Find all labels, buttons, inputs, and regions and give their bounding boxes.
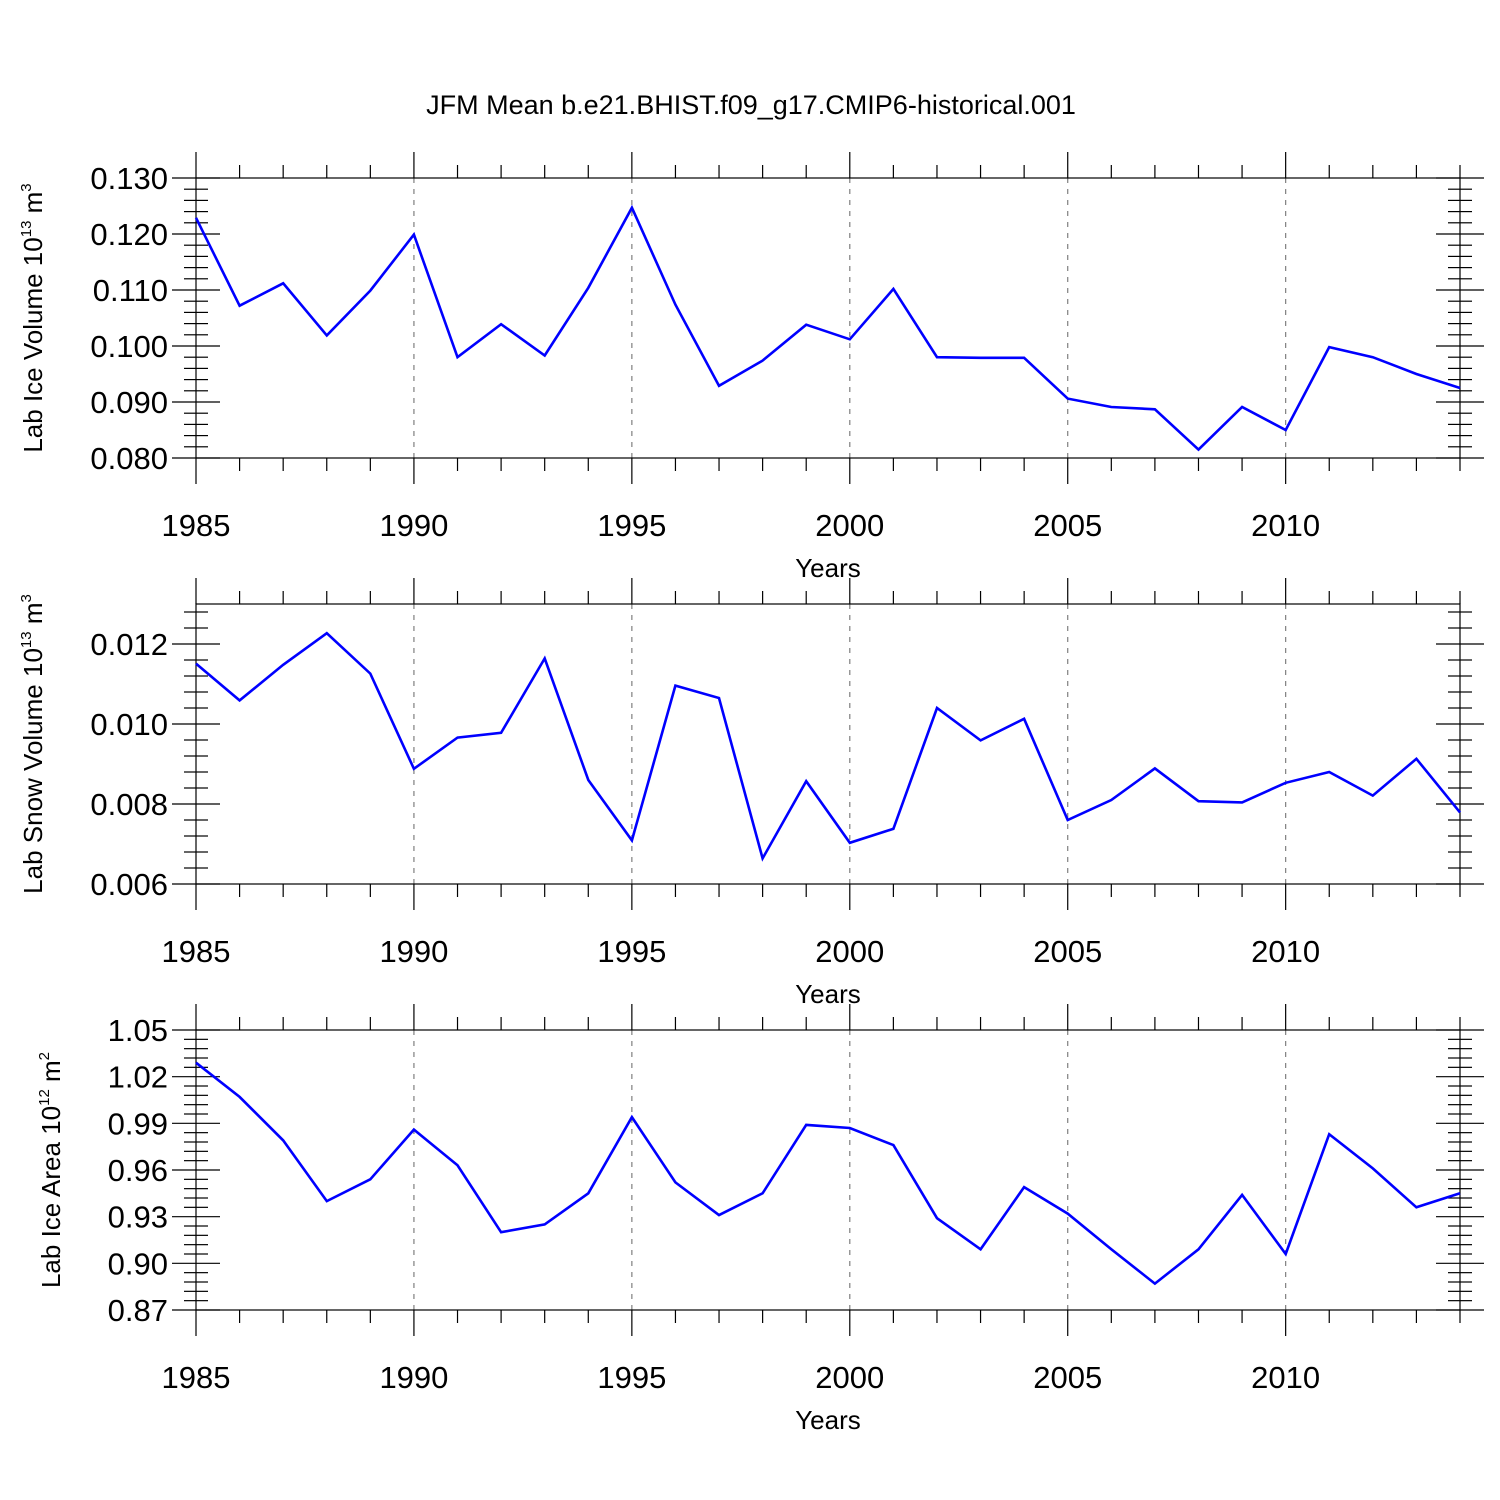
y-axis-title-unit: m <box>18 192 48 221</box>
y-axis-title-unit: m <box>18 603 48 632</box>
y-axis-title: Lab Ice Area 1012 m2 <box>36 1052 66 1288</box>
y-axis-title-exponent: 12 <box>36 1089 53 1106</box>
x-tick-label: 2000 <box>815 508 884 543</box>
y-tick-label: 0.87 <box>108 1293 168 1328</box>
y-axis-title-text: Lab Ice Volume 10 <box>18 237 48 452</box>
x-tick-label: 1990 <box>379 1360 448 1395</box>
y-axis-title-text: Lab Snow Volume 10 <box>18 648 48 894</box>
y-tick-label: 1.02 <box>108 1060 168 1095</box>
y-axis-title-unit-exponent: 3 <box>18 183 35 191</box>
y-tick-label: 0.012 <box>90 627 168 662</box>
x-axis-title: Years <box>795 553 861 583</box>
x-tick-label: 2005 <box>1033 1360 1102 1395</box>
x-tick-label: 1995 <box>597 934 666 969</box>
y-tick-label: 0.93 <box>108 1200 168 1235</box>
x-tick-label: 1985 <box>162 508 231 543</box>
y-tick-label: 0.96 <box>108 1153 168 1188</box>
y-axis-title: Lab Ice Volume 1013 m3 <box>18 183 48 452</box>
y-tick-label: 0.90 <box>108 1246 168 1281</box>
y-tick-label: 0.080 <box>90 441 168 476</box>
x-tick-label: 1990 <box>379 508 448 543</box>
y-axis-title: Lab Snow Volume 1013 m3 <box>18 594 48 894</box>
y-tick-label: 0.100 <box>90 329 168 364</box>
y-axis-title-unit-exponent: 2 <box>36 1052 53 1060</box>
x-tick-label: 1985 <box>162 1360 231 1395</box>
x-tick-label: 1985 <box>162 934 231 969</box>
x-tick-label: 2010 <box>1251 934 1320 969</box>
x-tick-label: 1995 <box>597 508 666 543</box>
x-tick-label: 2005 <box>1033 508 1102 543</box>
panel-lab-ice-volume: 0.080 0.090 0.100 0.110 0.120 0.130 1985 1990 19… <box>18 152 1484 583</box>
panel-lab-snow-volume: 0.006 0.008 0.010 0.012 1985 1990 1995 2000 2005… <box>18 578 1484 1009</box>
x-axis-title: Years <box>795 979 861 1009</box>
series-line <box>195 1061 1461 1286</box>
y-tick-label: 0.110 <box>93 273 168 308</box>
y-tick-label: 0.008 <box>90 787 168 822</box>
y-tick-label: 0.130 <box>90 161 168 196</box>
x-tick-label: 2000 <box>815 1360 884 1395</box>
y-tick-label: 1.05 <box>108 1013 168 1048</box>
y-tick-label: 0.99 <box>108 1106 168 1141</box>
y-axis-title-text: Lab Ice Area 10 <box>36 1106 66 1288</box>
x-tick-label: 2005 <box>1033 934 1102 969</box>
plot-frame <box>195 177 1461 459</box>
y-tick-label: 0.090 <box>90 385 168 420</box>
x-tick-label: 2010 <box>1251 508 1320 543</box>
x-tick-label: 1990 <box>379 934 448 969</box>
series-line <box>195 631 1462 862</box>
y-tick-label: 0.010 <box>90 707 168 742</box>
series-line <box>194 204 1461 452</box>
plot-frame <box>195 1029 1461 1311</box>
panel-lab-ice-area: 0.87 0.90 0.93 0.96 0.99 1.02 1.05 1985 1990 1995… <box>36 1004 1484 1435</box>
x-tick-label: 1995 <box>597 1360 666 1395</box>
x-axis-title: Years <box>795 1405 861 1435</box>
x-tick-label: 2000 <box>815 934 884 969</box>
y-tick-label: 0.120 <box>90 217 168 252</box>
y-axis-title-exponent: 13 <box>18 631 35 648</box>
figure-title: JFM Mean b.e21.BHIST.f09_g17.CMIP6-histo… <box>426 90 1076 120</box>
x-tick-label: 2010 <box>1251 1360 1320 1395</box>
y-axis-title-unit: m <box>36 1060 66 1089</box>
plot-frame <box>195 603 1461 885</box>
y-tick-label: 0.006 <box>90 867 168 902</box>
y-axis-title-exponent: 13 <box>18 221 35 238</box>
y-axis-title-unit-exponent: 3 <box>18 594 35 602</box>
